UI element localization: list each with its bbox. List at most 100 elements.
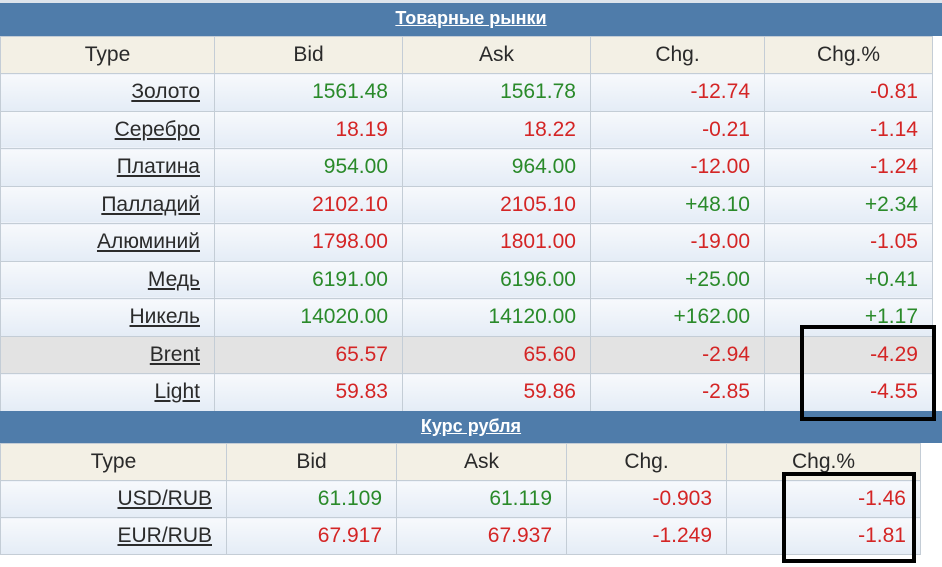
ruble-header-bar: Курс рубля xyxy=(0,411,942,443)
cell-chgp: +0.41 xyxy=(764,260,933,299)
cell-chgp: +2.34 xyxy=(764,185,933,224)
cell-chg: +162.00 xyxy=(590,298,765,337)
table-row: Алюминий 1798.00 1801.00 -19.00 -1.05 xyxy=(0,223,933,262)
cell-chg: -2.85 xyxy=(590,373,765,412)
ruble-table-body: Type Bid Ask Chg. Chg.% USD/RUB 61.109 61.119 -0… xyxy=(0,443,921,555)
cell-name: Алюминий xyxy=(0,223,215,262)
ruble-header-row: Type Bid Ask Chg. Chg.% xyxy=(0,443,921,481)
cell-ask: 2105.10 xyxy=(402,185,591,224)
cell-ask: 1801.00 xyxy=(402,223,591,262)
commodities-table: Type Bid Ask Chg. Chg.% Золото 1561.48 1561.78-… xyxy=(0,36,933,412)
table-row: Серебро 18.19 18.22 -0.21 -1.14 xyxy=(0,110,933,149)
column-header-chgp: Chg.% xyxy=(764,36,933,74)
cell-bid: 6191.00 xyxy=(214,260,403,299)
table-row: Никель 14020.00 14120.00 +162.00 +1.17 xyxy=(0,298,933,337)
cell-name: Палладий xyxy=(0,185,215,224)
column-header-type: Type xyxy=(0,36,215,74)
annotation-box-oil xyxy=(800,325,936,421)
instrument-link[interactable]: Light xyxy=(154,380,200,404)
table-row: USD/RUB 61.109 61.119 -0.903 -1.46 xyxy=(0,480,921,518)
instrument-link[interactable]: Платина xyxy=(116,155,200,179)
cell-chg: -0.903 xyxy=(566,480,727,518)
column-header-chgp: Chg.% xyxy=(726,443,921,481)
cell-ask: 6196.00 xyxy=(402,260,591,299)
table-row: Платина 954.00 964.00 -12.00 -1.24 xyxy=(0,148,933,187)
instrument-link[interactable]: Золото xyxy=(131,80,200,104)
instrument-link[interactable]: USD/RUB xyxy=(117,487,212,510)
top-divider xyxy=(0,0,942,3)
column-header-ask: Ask xyxy=(402,36,591,74)
cell-ask: 964.00 xyxy=(402,148,591,187)
cell-name: Медь xyxy=(0,260,215,299)
instrument-link[interactable]: Никель xyxy=(129,305,201,329)
cell-bid: 65.57 xyxy=(214,335,403,374)
cell-name: EUR/RUB xyxy=(0,517,227,555)
cell-ask: 14120.00 xyxy=(402,298,591,337)
cell-chgp: -1.05 xyxy=(764,223,933,262)
cell-bid: 954.00 xyxy=(214,148,403,187)
cell-ask: 61.119 xyxy=(396,480,567,518)
table-row: Light 59.83 59.86 -2.85 -4.55 xyxy=(0,373,933,412)
cell-name: Серебро xyxy=(0,110,215,149)
cell-chg: +48.10 xyxy=(590,185,765,224)
cell-name: Платина xyxy=(0,148,215,187)
cell-bid: 1561.48 xyxy=(214,73,403,112)
cell-chg: -0.21 xyxy=(590,110,765,149)
cell-name: Brent xyxy=(0,335,215,374)
cell-chgp: -4.55 xyxy=(764,373,933,412)
cell-bid: 59.83 xyxy=(214,373,403,412)
table-row: Медь 6191.00 6196.00 +25.00 +0.41 xyxy=(0,260,933,299)
cell-chg: -12.00 xyxy=(590,148,765,187)
cell-name: Золото xyxy=(0,73,215,112)
cell-bid: 61.109 xyxy=(226,480,397,518)
column-header-type: Type xyxy=(0,443,227,481)
instrument-link[interactable]: Brent xyxy=(149,342,200,366)
cell-chgp: -1.81 xyxy=(726,517,921,555)
table-row: Золото 1561.48 1561.78 -12.74 -0.81 xyxy=(0,73,933,112)
cell-ask: 67.937 xyxy=(396,517,567,555)
commodities-header-row: Type Bid Ask Chg. Chg.% xyxy=(0,36,933,74)
cell-bid: 2102.10 xyxy=(214,185,403,224)
cell-chg: -2.94 xyxy=(590,335,765,374)
table-row: EUR/RUB 67.917 67.937 -1.249 -1.81 xyxy=(0,517,921,555)
cell-name: Никель xyxy=(0,298,215,337)
cell-chg: -19.00 xyxy=(590,223,765,262)
ruble-title-link[interactable]: Курс рубля xyxy=(420,416,522,436)
instrument-link[interactable]: Медь xyxy=(147,267,200,291)
cell-ask: 65.60 xyxy=(402,335,591,374)
table-row: Brent 65.57 65.60 -2.94 -4.29 xyxy=(0,335,933,374)
column-header-bid: Bid xyxy=(214,36,403,74)
cell-name: USD/RUB xyxy=(0,480,227,518)
cell-chgp: -0.81 xyxy=(764,73,933,112)
instrument-link[interactable]: EUR/RUB xyxy=(117,524,212,547)
cell-name: Light xyxy=(0,373,215,412)
commodities-title-link[interactable]: Товарные рынки xyxy=(395,8,547,28)
cell-chg: -1.249 xyxy=(566,517,727,555)
cell-chgp: -1.24 xyxy=(764,148,933,187)
commodities-header-bar: Товарные рынки xyxy=(0,3,942,36)
commodities-table-body: Type Bid Ask Chg. Chg.% Золото 1561.48 1561.78-… xyxy=(0,36,933,412)
ruble-table: Type Bid Ask Chg. Chg.% USD/RUB 61.109 61.119 -0… xyxy=(0,443,921,555)
cell-chgp: -1.14 xyxy=(764,110,933,149)
cell-ask: 59.86 xyxy=(402,373,591,412)
cell-bid: 1798.00 xyxy=(214,223,403,262)
instrument-link[interactable]: Серебро xyxy=(114,117,200,141)
cell-chgp: +1.17 xyxy=(764,298,933,337)
instrument-link[interactable]: Алюминий xyxy=(96,230,200,254)
cell-chg: -12.74 xyxy=(590,73,765,112)
cell-bid: 18.19 xyxy=(214,110,403,149)
cell-bid: 67.917 xyxy=(226,517,397,555)
cell-chgp: -4.29 xyxy=(764,335,933,374)
column-header-chg: Chg. xyxy=(566,443,727,481)
table-row: Палладий 2102.10 2105.10 +48.10 +2.34 xyxy=(0,185,933,224)
cell-ask: 18.22 xyxy=(402,110,591,149)
cell-bid: 14020.00 xyxy=(214,298,403,337)
column-header-bid: Bid xyxy=(226,443,397,481)
cell-ask: 1561.78 xyxy=(402,73,591,112)
instrument-link[interactable]: Палладий xyxy=(101,192,200,216)
column-header-ask: Ask xyxy=(396,443,567,481)
annotation-box-ruble xyxy=(782,472,916,563)
cell-chgp: -1.46 xyxy=(726,480,921,518)
cell-chg: +25.00 xyxy=(590,260,765,299)
column-header-chg: Chg. xyxy=(590,36,765,74)
